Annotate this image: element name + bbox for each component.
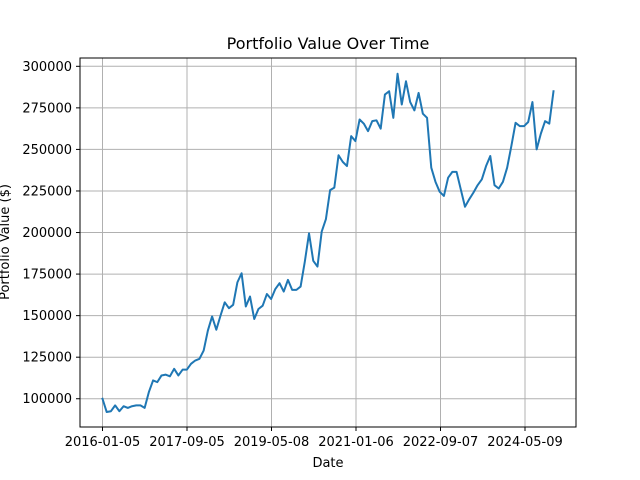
y-tick-label: 125000 xyxy=(22,351,72,366)
y-tick-label: 100000 xyxy=(22,392,72,407)
x-tick-label: 2017-09-05 xyxy=(149,435,225,450)
portfolio-value-line xyxy=(101,72,555,414)
y-tick-label: 225000 xyxy=(22,184,72,199)
y-tick-label: 250000 xyxy=(22,143,72,158)
x-tick-label: 2024-05-09 xyxy=(487,435,563,450)
y-tick-label: 150000 xyxy=(22,309,72,324)
y-axis-label: Portfolio Value ($) xyxy=(0,184,13,300)
y-tick-label: 200000 xyxy=(22,226,72,241)
x-tick-label: 2016-01-05 xyxy=(65,435,141,450)
x-axis-label: Date xyxy=(312,456,343,471)
grid-lines xyxy=(80,58,576,427)
y-tick-label: 275000 xyxy=(22,101,72,116)
series-layer xyxy=(101,72,555,414)
chart-title: Portfolio Value Over Time xyxy=(227,34,430,53)
y-tick-label: 300000 xyxy=(22,60,72,75)
x-tick-label: 2022-09-07 xyxy=(403,435,479,450)
plot-area xyxy=(80,58,576,427)
plot-frame xyxy=(79,57,577,428)
axis-ticks: 2016-01-05 2017-09-05 2019-05-08 2021-01-06… xyxy=(22,60,562,450)
x-tick-label: 2021-01-06 xyxy=(318,435,394,450)
y-tick-label: 175000 xyxy=(22,268,72,283)
x-tick-label: 2019-05-08 xyxy=(234,435,310,450)
